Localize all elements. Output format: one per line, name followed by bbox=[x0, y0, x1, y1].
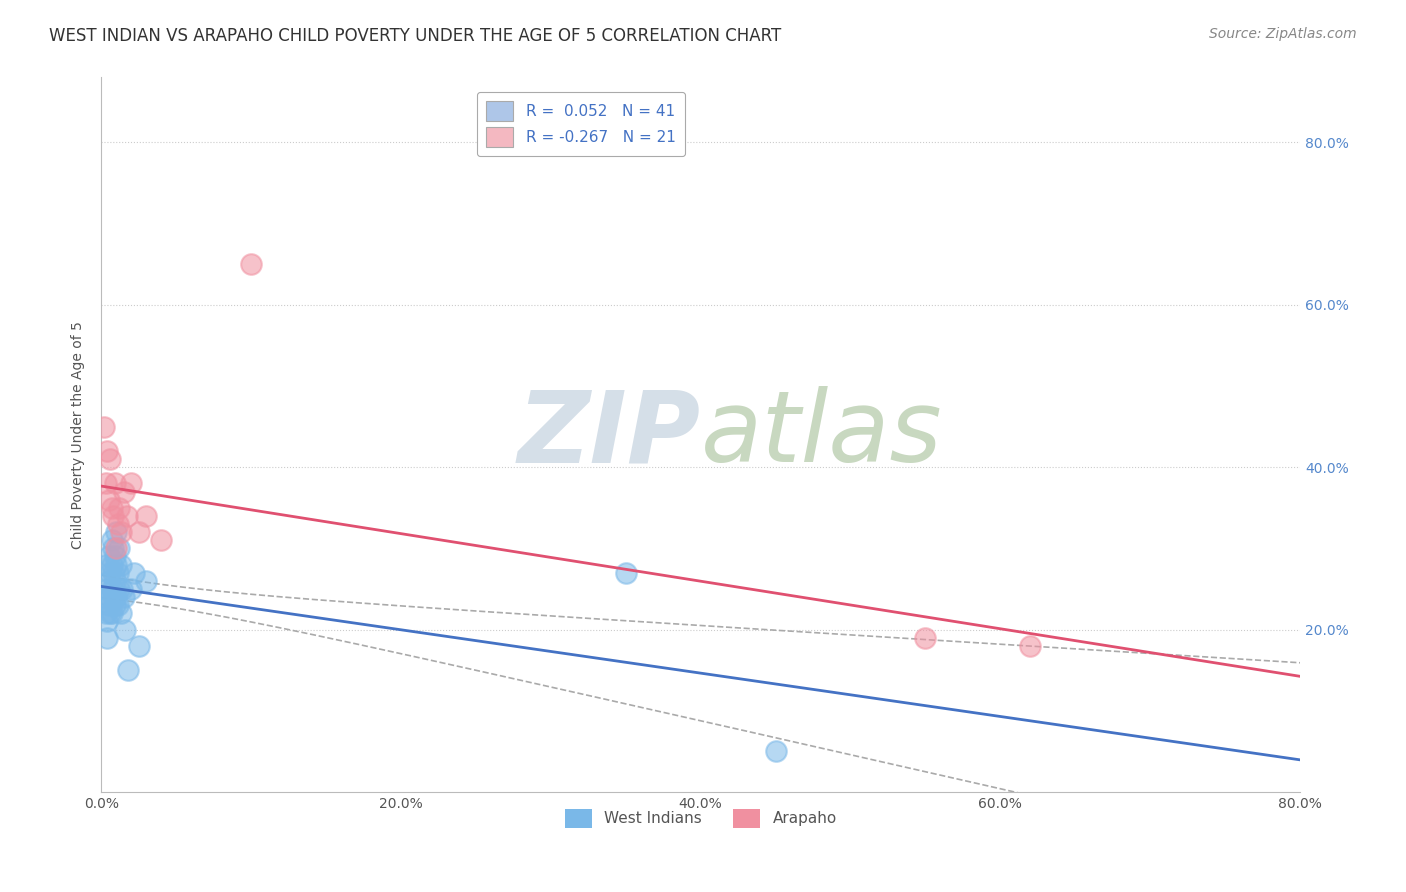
Legend: West Indians, Arapaho: West Indians, Arapaho bbox=[558, 803, 842, 834]
Point bbox=[100, 607, 122, 621]
Point bbox=[103, 566, 125, 580]
Point bbox=[120, 582, 142, 596]
Point bbox=[98, 566, 121, 580]
Point bbox=[150, 533, 173, 548]
Point bbox=[128, 639, 150, 653]
Point bbox=[97, 492, 120, 507]
Point bbox=[122, 566, 145, 580]
Point bbox=[96, 615, 118, 629]
Point bbox=[107, 516, 129, 531]
Point bbox=[108, 500, 131, 515]
Point bbox=[103, 590, 125, 604]
Point bbox=[94, 607, 117, 621]
Point bbox=[120, 476, 142, 491]
Point bbox=[104, 574, 127, 588]
Point bbox=[914, 631, 936, 645]
Point bbox=[108, 582, 131, 596]
Text: ZIP: ZIP bbox=[517, 386, 700, 483]
Point bbox=[98, 452, 121, 467]
Point bbox=[97, 598, 120, 612]
Point bbox=[96, 444, 118, 458]
Point bbox=[614, 566, 637, 580]
Point bbox=[135, 574, 157, 588]
Point bbox=[96, 582, 118, 596]
Point bbox=[94, 476, 117, 491]
Point bbox=[97, 549, 120, 564]
Text: atlas: atlas bbox=[700, 386, 942, 483]
Point bbox=[117, 663, 139, 677]
Point bbox=[114, 623, 136, 637]
Point bbox=[105, 525, 128, 540]
Point bbox=[110, 607, 132, 621]
Point bbox=[105, 558, 128, 572]
Point bbox=[97, 574, 120, 588]
Text: Source: ZipAtlas.com: Source: ZipAtlas.com bbox=[1209, 27, 1357, 41]
Point bbox=[103, 508, 125, 523]
Point bbox=[107, 566, 129, 580]
Point bbox=[110, 525, 132, 540]
Point bbox=[107, 598, 129, 612]
Point bbox=[112, 590, 135, 604]
Point bbox=[104, 476, 127, 491]
Point bbox=[105, 541, 128, 556]
Point bbox=[98, 590, 121, 604]
Point bbox=[98, 607, 121, 621]
Point bbox=[94, 558, 117, 572]
Point bbox=[240, 257, 263, 271]
Point bbox=[93, 419, 115, 434]
Point bbox=[105, 590, 128, 604]
Point bbox=[96, 631, 118, 645]
Point bbox=[111, 582, 134, 596]
Point bbox=[112, 484, 135, 499]
Point bbox=[100, 533, 122, 548]
Point bbox=[135, 508, 157, 523]
Point bbox=[104, 549, 127, 564]
Point bbox=[104, 598, 127, 612]
Point bbox=[128, 525, 150, 540]
Point bbox=[110, 558, 132, 572]
Point bbox=[108, 541, 131, 556]
Point bbox=[103, 541, 125, 556]
Point bbox=[100, 582, 122, 596]
Text: WEST INDIAN VS ARAPAHO CHILD POVERTY UNDER THE AGE OF 5 CORRELATION CHART: WEST INDIAN VS ARAPAHO CHILD POVERTY UND… bbox=[49, 27, 782, 45]
Point bbox=[115, 508, 138, 523]
Point bbox=[100, 558, 122, 572]
Point bbox=[100, 500, 122, 515]
Point bbox=[765, 744, 787, 758]
Point bbox=[93, 590, 115, 604]
Point bbox=[1019, 639, 1042, 653]
Y-axis label: Child Poverty Under the Age of 5: Child Poverty Under the Age of 5 bbox=[72, 321, 86, 549]
